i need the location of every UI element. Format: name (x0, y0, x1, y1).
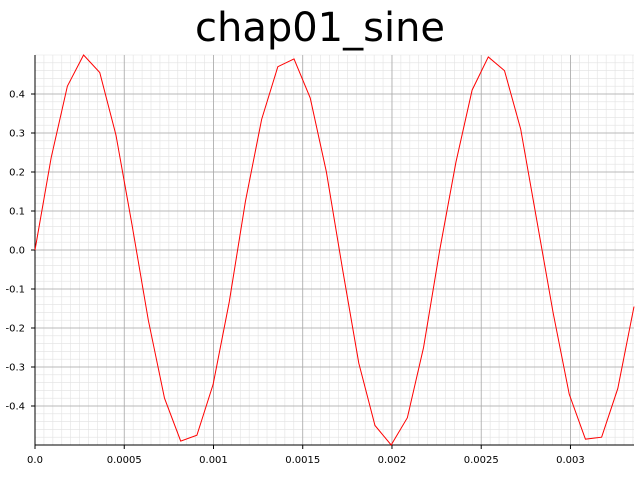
y-tick-label: -0.3 (5, 363, 25, 374)
y-tick-label: 0.4 (9, 90, 25, 101)
x-tick-label: 0.0015 (285, 455, 320, 466)
x-tick-label: 0.001 (199, 455, 228, 466)
x-tick-label: 0.0 (27, 455, 43, 466)
x-tick-label: 0.0025 (464, 455, 499, 466)
y-tick-label: 0.0 (9, 246, 25, 257)
y-tick-label: 0.1 (9, 207, 25, 218)
y-tick-label: 0.2 (9, 168, 25, 179)
y-tick-label: 0.3 (9, 129, 25, 140)
y-tick-label: -0.1 (5, 285, 25, 296)
chart-title: chap01_sine (194, 5, 446, 51)
sine-series-line (34, 54, 635, 446)
y-tick-label: -0.4 (5, 402, 25, 413)
x-tick-label: 0.002 (378, 455, 407, 466)
x-tick-label: 0.0005 (107, 455, 142, 466)
y-tick-label: -0.2 (5, 324, 25, 335)
x-tick-label: 0.003 (556, 455, 585, 466)
